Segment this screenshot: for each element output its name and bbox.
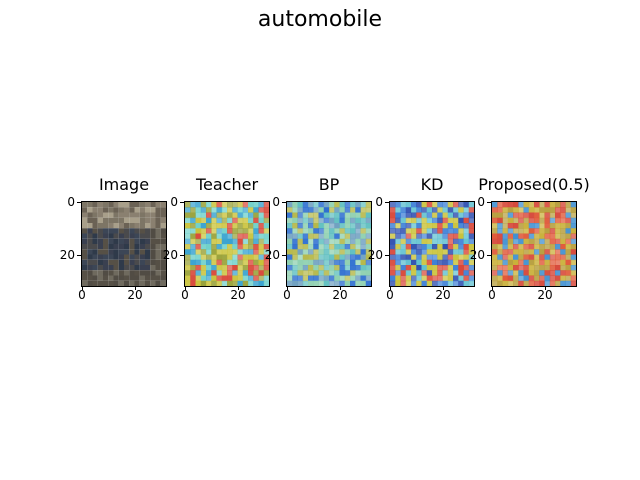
x-tick-label: 20 xyxy=(537,288,553,302)
y-tick-mark xyxy=(385,202,389,203)
panel-proposed-0-5: Proposed(0.5) 0 20 0 20 xyxy=(470,175,590,305)
panel-bp: BP 0 20 0 20 xyxy=(265,175,372,305)
panel-title: Image xyxy=(98,175,150,194)
y-tick-mark xyxy=(77,255,81,256)
y-tick-mark xyxy=(385,255,389,256)
panel-teacher: Teacher 0 20 0 20 xyxy=(163,175,270,305)
panel-title: Teacher xyxy=(195,175,259,194)
x-tick-label: 20 xyxy=(127,288,143,302)
x-tick-mark xyxy=(492,286,493,290)
y-tick-mark xyxy=(180,202,184,203)
y-tick-mark xyxy=(180,255,184,256)
x-tick-label: 0 xyxy=(386,288,394,302)
y-tick-label: 20 xyxy=(264,248,280,262)
y-tick-mark xyxy=(282,255,286,256)
panel-title: Proposed(0.5) xyxy=(478,175,590,194)
saliency-heatmap xyxy=(389,201,475,287)
x-tick-mark xyxy=(135,286,136,290)
y-tick-mark xyxy=(282,202,286,203)
x-tick-label: 0 xyxy=(78,288,86,302)
y-tick-mark xyxy=(77,202,81,203)
x-tick-mark xyxy=(287,286,288,290)
x-tick-label: 20 xyxy=(332,288,348,302)
panel-image: Image 0 20 0 20 xyxy=(60,175,167,305)
saliency-heatmap xyxy=(184,201,270,287)
x-tick-label: 20 xyxy=(435,288,451,302)
y-tick-label: 0 xyxy=(170,195,178,209)
y-tick-label: 0 xyxy=(272,195,280,209)
y-tick-label: 20 xyxy=(162,248,178,262)
y-tick-label: 0 xyxy=(375,195,383,209)
y-tick-mark xyxy=(487,255,491,256)
x-tick-mark xyxy=(185,286,186,290)
figure-title: automobile xyxy=(257,7,383,32)
x-tick-mark xyxy=(390,286,391,290)
y-tick-label: 20 xyxy=(59,248,75,262)
x-tick-label: 0 xyxy=(283,288,291,302)
y-tick-label: 0 xyxy=(67,195,75,209)
y-tick-label: 20 xyxy=(367,248,383,262)
x-tick-label: 0 xyxy=(181,288,189,302)
x-tick-mark xyxy=(545,286,546,290)
y-tick-label: 20 xyxy=(469,248,485,262)
y-tick-mark xyxy=(487,202,491,203)
x-tick-mark xyxy=(82,286,83,290)
x-tick-mark xyxy=(238,286,239,290)
x-tick-label: 20 xyxy=(230,288,246,302)
saliency-heatmap xyxy=(491,201,577,287)
x-tick-mark xyxy=(340,286,341,290)
saliency-heatmap xyxy=(286,201,372,287)
x-tick-mark xyxy=(443,286,444,290)
panel-kd: KD 0 20 0 20 xyxy=(368,175,475,305)
x-tick-label: 0 xyxy=(488,288,496,302)
y-tick-label: 0 xyxy=(477,195,485,209)
panel-title: BP xyxy=(318,175,340,194)
panel-title: KD xyxy=(420,175,444,194)
input-image xyxy=(81,201,167,287)
